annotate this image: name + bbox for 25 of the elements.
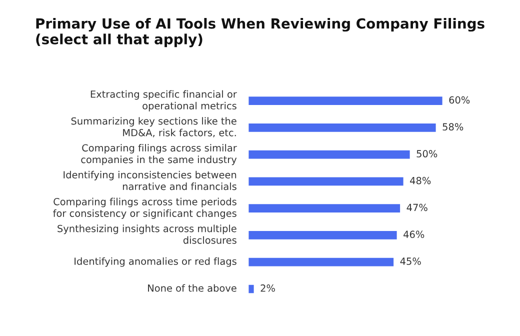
bar <box>248 95 444 106</box>
y-tick-label: Identifying inconsistencies between narrative and financials <box>64 170 236 190</box>
data-label: 2% <box>260 284 275 292</box>
y-tick-label: Summarizing key sections like the MD&A, risk factors, etc. <box>71 117 236 138</box>
data-label: 45% <box>400 258 421 265</box>
data-label: 50% <box>416 150 438 158</box>
chart-title: Primary Use of AI Tools When Reviewing Company Filings (select all that apply) <box>36 18 484 48</box>
bar <box>248 122 438 134</box>
y-tick-label: Synthesizing insights across multiple disclosures <box>58 224 236 244</box>
y-tick-label: Comparing filings across time periods for consistency or significant changes <box>53 198 236 219</box>
bar <box>248 283 256 294</box>
bar <box>248 230 398 241</box>
y-tick-label: Comparing filings across similar companies in the same industry <box>81 144 237 166</box>
bar <box>248 256 395 268</box>
y-tick-label: Identifying anomalies or red flags <box>74 257 236 267</box>
data-label: 58% <box>442 123 464 130</box>
y-tick-label: None of the above <box>148 284 236 292</box>
bar <box>248 149 412 160</box>
y-tick-label: Extracting specific financial or operational metrics <box>90 90 237 112</box>
data-label: 60% <box>449 96 470 104</box>
data-label: 48% <box>410 176 431 184</box>
bar <box>248 202 402 214</box>
bar <box>248 176 405 187</box>
data-label: 47% <box>406 204 428 212</box>
data-label: 46% <box>404 230 424 238</box>
